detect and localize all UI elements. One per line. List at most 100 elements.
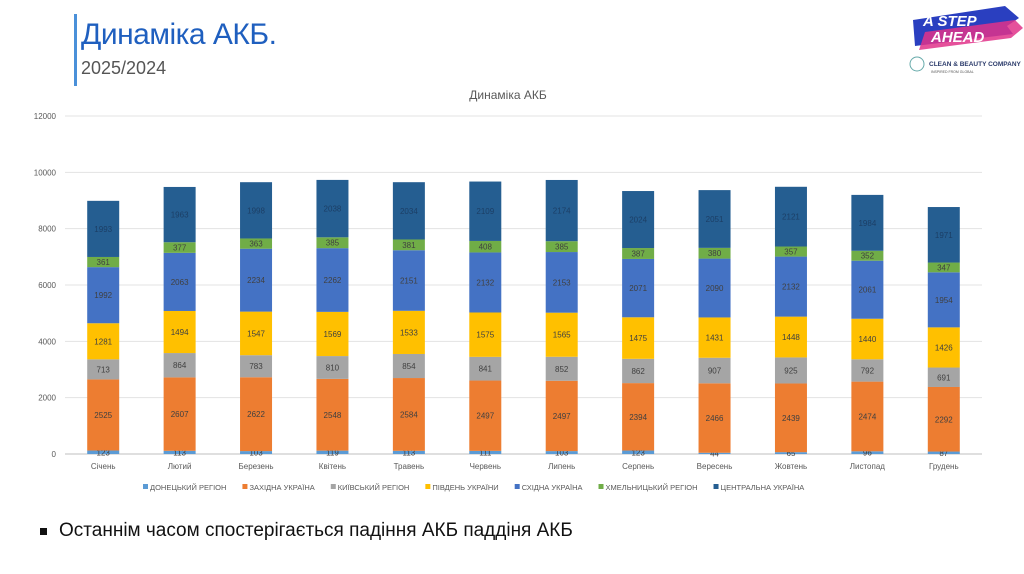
bar-segment [545, 356, 578, 381]
bar-segment [927, 367, 960, 387]
data-label: 2132 [782, 283, 800, 292]
data-label: 1954 [935, 296, 953, 305]
data-label: 2121 [782, 213, 800, 222]
y-tick-label: 6000 [38, 281, 56, 290]
data-label: 65 [787, 449, 796, 458]
data-label: 2525 [94, 411, 112, 420]
data-label: 783 [249, 362, 263, 371]
legend-item: ХМЕЛЬНИЦЬКИЙ РЕГІОН [598, 483, 698, 492]
x-tick-label: Березень [239, 462, 274, 471]
bar-segment [774, 316, 807, 358]
bar-segment [316, 237, 349, 249]
data-label: 2090 [706, 284, 724, 293]
bar-segment [392, 353, 425, 379]
bar-segment [316, 450, 349, 454]
legend-item: СХІДНА УКРАЇНА [514, 483, 583, 492]
data-label: 852 [555, 365, 569, 374]
bar-segment [87, 379, 120, 451]
bar-segment [698, 357, 731, 384]
legend-swatch [598, 484, 604, 489]
data-label: 123 [631, 448, 645, 457]
data-label: 2151 [400, 277, 418, 286]
bar-segment [698, 452, 731, 454]
bar-segment [774, 357, 807, 384]
data-label: 2584 [400, 410, 418, 419]
data-label: 111 [479, 448, 492, 457]
bar-segment [927, 272, 960, 328]
data-label: 854 [402, 362, 416, 371]
data-label: 119 [326, 448, 339, 457]
data-label: 2548 [324, 411, 342, 420]
x-tick-label: Листопад [850, 462, 886, 471]
page-title: Динаміка АКБ. [81, 18, 277, 51]
svg-text:AHEAD: AHEAD [930, 29, 985, 46]
bar-segment [163, 377, 196, 451]
data-label: 2474 [858, 412, 876, 421]
legend-swatch [514, 484, 520, 489]
bar-segment [851, 250, 884, 261]
bar-segment [469, 356, 502, 381]
x-tick-label: Вересень [697, 462, 733, 471]
legend-label: КИЇВСЬКИЙ РЕГІОН [338, 483, 410, 492]
data-label: 2038 [324, 205, 342, 214]
data-label: 2063 [171, 278, 189, 287]
bar-segment [163, 353, 196, 378]
y-tick-label: 2000 [38, 394, 56, 403]
x-tick-label: Липень [548, 462, 575, 471]
bar-segment [240, 377, 273, 452]
title-accent-bar [74, 14, 77, 86]
bar-segment [622, 317, 655, 359]
data-label: 792 [861, 366, 875, 375]
data-label: 1426 [935, 343, 953, 352]
bar-segment [316, 179, 349, 238]
bar-segment [774, 383, 807, 453]
data-label: 381 [402, 241, 416, 250]
data-label: 1533 [400, 328, 418, 337]
bar-segment [87, 450, 120, 454]
bar-segment [392, 310, 425, 354]
bar-segment [851, 359, 884, 382]
bar-segment [392, 378, 425, 451]
bar-segment [240, 311, 273, 356]
bar-segment [316, 311, 349, 357]
bar-segment [163, 186, 196, 243]
data-label: 361 [97, 258, 111, 267]
legend-swatch [713, 484, 719, 489]
y-tick-label: 0 [52, 450, 57, 459]
bar-segment [469, 312, 502, 357]
data-label: 1440 [858, 335, 876, 344]
brand-logo: A STEP AHEAD CLEAN & BEAUTY COMPANY INSP… [909, 6, 1023, 74]
stacked-bar-chart: Динаміка АКБ 0 2000 4000 6000 8000 10000 12000… [34, 88, 982, 492]
bar-segment [392, 182, 425, 240]
legend-label: СХІДНА УКРАЇНА [522, 483, 583, 492]
data-label: 2262 [324, 276, 342, 285]
data-label: 113 [173, 448, 186, 457]
bar-segment [927, 327, 960, 368]
data-label: 1963 [171, 211, 189, 220]
data-label: 103 [555, 449, 569, 458]
legend-label: ПІВДЕНЬ УКРАЇНИ [432, 483, 498, 492]
data-label: 1569 [324, 330, 342, 339]
bar-segment [774, 452, 807, 454]
bar-segment [698, 190, 731, 248]
data-label: 87 [939, 449, 948, 458]
bar-segment [698, 258, 731, 318]
bar-segment [316, 248, 349, 312]
data-label: 2071 [629, 284, 647, 293]
data-label: 385 [326, 239, 340, 248]
bar-segment [163, 252, 196, 311]
bar-segment [927, 262, 960, 273]
svg-text:A STEP: A STEP [922, 13, 978, 30]
x-tick-label: Червень [470, 462, 501, 471]
bar-segment [851, 318, 884, 360]
bullet-point: Останнім часом спостерігається падіння А… [40, 520, 573, 542]
bar-segment [774, 256, 807, 317]
data-label: 96 [863, 449, 872, 458]
bar-segment [392, 239, 425, 251]
bar-segment [163, 242, 196, 253]
data-label: 385 [555, 243, 569, 252]
x-tick-label: Жовтень [775, 462, 807, 471]
bar-segment [622, 358, 655, 384]
data-label: 2466 [706, 414, 724, 423]
bar-segment [851, 260, 884, 319]
